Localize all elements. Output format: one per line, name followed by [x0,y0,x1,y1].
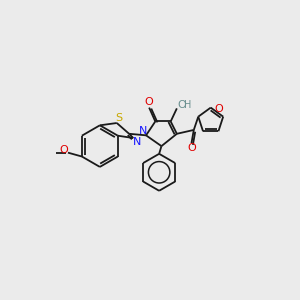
Text: S: S [116,112,123,123]
Text: O: O [215,104,224,114]
Text: H: H [184,100,191,110]
Text: O: O [187,143,196,153]
Text: O: O [145,97,154,107]
Text: N: N [133,137,141,147]
Text: N: N [139,127,147,136]
Text: O: O [177,100,186,110]
Text: O: O [60,145,68,154]
